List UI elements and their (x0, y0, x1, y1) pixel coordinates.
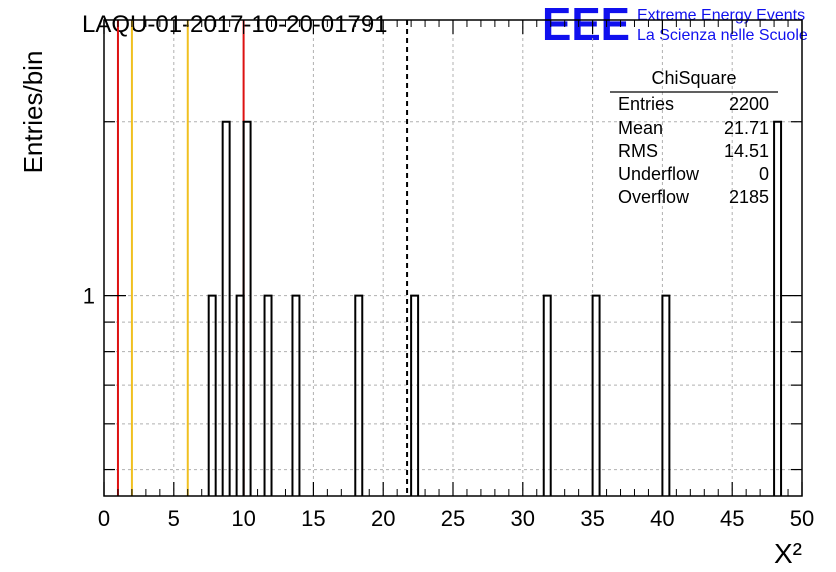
histogram-bin (242, 120, 252, 496)
stats-value-mean: 21.71 (724, 118, 769, 138)
reference-lines (116, 20, 409, 496)
y-tick-label: 1 (83, 284, 95, 309)
histogram-bin (591, 294, 601, 496)
x-tick-label: 40 (650, 506, 674, 531)
histogram-bin (263, 294, 273, 496)
x-tick-label: 35 (580, 506, 604, 531)
x-tick-label: 25 (441, 506, 465, 531)
run-title: LAQU-01-2017-10-20-01791 (82, 11, 388, 38)
histogram-bin (235, 294, 245, 496)
x-tick-label: 20 (371, 506, 395, 531)
histogram-bin (773, 120, 783, 496)
histogram-bin (661, 294, 671, 496)
histogram-bin (291, 294, 301, 496)
histogram-bin (207, 294, 217, 496)
stats-value-entries: 2200 (729, 94, 769, 114)
histogram-bin (410, 294, 420, 496)
stats-value-underflow: 0 (759, 164, 769, 184)
y-axis-label: Entries/bin (18, 51, 48, 174)
stats-label-underflow: Underflow (618, 164, 700, 184)
x-tick-label: 30 (511, 506, 535, 531)
histogram-bin (542, 294, 552, 496)
stats-label-mean: Mean (618, 118, 663, 138)
x-tick-label: 5 (168, 506, 180, 531)
logo-line-2: La Scienza nelle Scuole (637, 27, 808, 44)
histogram-bin (354, 294, 364, 496)
logo-mark: EEE (542, 0, 630, 50)
histogram-bins (207, 120, 783, 496)
stats-label-overflow: Overflow (618, 187, 690, 207)
stats-title: ChiSquare (651, 68, 736, 88)
stats-label-entries: Entries (618, 94, 674, 114)
x-tick-label: 45 (720, 506, 744, 531)
histogram-bin (221, 120, 231, 496)
stats-label-rms: RMS (618, 141, 658, 161)
x-axis-label: X² (774, 538, 802, 569)
x-tick-label: 10 (231, 506, 255, 531)
eee-logo: EEE Extreme Energy Events La Scienza nel… (542, 0, 808, 50)
x-tick-label: 0 (98, 506, 110, 531)
axis-ticks: 0 5 10 15 20 25 30 35 40 45 50 1 (83, 20, 814, 531)
stats-value-rms: 14.51 (724, 141, 769, 161)
x-tick-label: 50 (790, 506, 814, 531)
stats-box: ChiSquare Entries 2200 Mean 21.71 RMS 14… (610, 68, 778, 207)
x-tick-label: 15 (301, 506, 325, 531)
stats-value-overflow: 2185 (729, 187, 769, 207)
grid-lines (104, 20, 802, 496)
